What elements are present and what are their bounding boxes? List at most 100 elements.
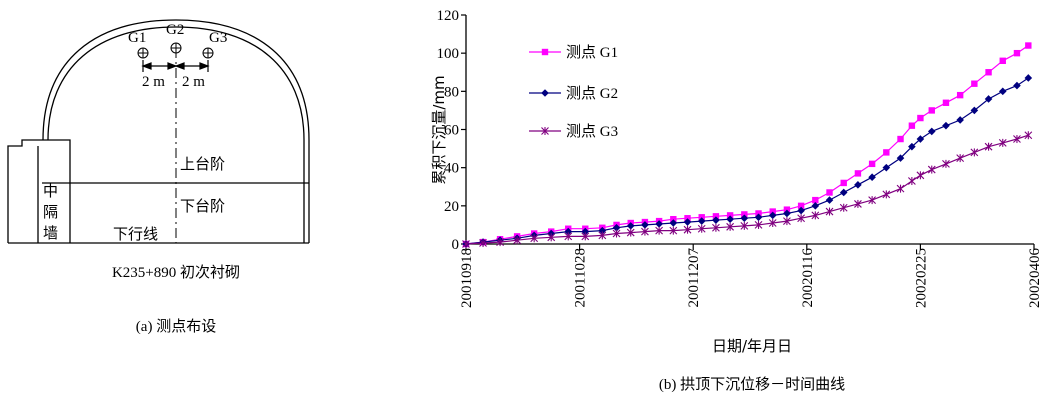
- caption-b: (b) 拱顶下沉位移－时间曲线: [659, 376, 845, 393]
- data-point: [598, 231, 607, 240]
- data-point: [908, 122, 916, 129]
- data-point: [907, 177, 916, 186]
- legend-entry-2: 测点 G2: [529, 85, 618, 102]
- data-point: [811, 211, 820, 220]
- legend-label: 测点 G2: [566, 85, 618, 102]
- data-point: [984, 95, 993, 103]
- data-point: [942, 159, 950, 168]
- data-point: [669, 219, 678, 227]
- data-point: [797, 202, 805, 210]
- settlement-time-chart: 0 20 40 60 80 100 120 20010918 20011028 20011207 2…: [430, 8, 1043, 393]
- data-point: [927, 165, 936, 174]
- data-point: [1013, 135, 1021, 144]
- data-point: [726, 215, 734, 223]
- data-point: [462, 240, 470, 248]
- data-point: [928, 107, 935, 114]
- series-line: [465, 45, 1029, 245]
- data-point: [917, 114, 924, 122]
- series-line: [465, 134, 1029, 245]
- data-point: [783, 217, 791, 226]
- data-point: [956, 91, 964, 99]
- data-point: [564, 232, 573, 241]
- dimension-arrows: [141, 60, 210, 72]
- legend-entry-1: 测点 G1: [529, 44, 618, 61]
- data-point: [479, 239, 487, 248]
- data-point: [985, 69, 992, 76]
- legend-label: 测点 G3: [566, 123, 618, 140]
- wall-label-char-2: 隔: [43, 203, 58, 221]
- data-point: [840, 179, 847, 187]
- data-point: [712, 216, 720, 224]
- data-point: [626, 222, 635, 230]
- data-point: [825, 207, 834, 216]
- series-2: [462, 74, 1033, 248]
- data-point: [868, 160, 876, 168]
- x-tick-label: 20011028: [573, 248, 589, 307]
- data-point: [942, 99, 950, 106]
- data-point: [956, 154, 965, 163]
- data-point: [956, 116, 964, 124]
- data-point: [712, 223, 720, 232]
- data-point: [655, 226, 664, 235]
- data-point: [547, 233, 556, 242]
- data-point: [971, 80, 978, 87]
- data-point: [783, 209, 791, 218]
- data-point: [669, 226, 678, 235]
- label-g2: G2: [166, 22, 184, 38]
- y-axis-label: 累积下沉量/mm: [430, 75, 448, 184]
- data-point: [697, 217, 706, 225]
- data-point: [726, 222, 735, 231]
- series-3: [462, 131, 1033, 248]
- dimension-left-label: 2 m: [142, 74, 165, 90]
- data-point: [896, 184, 905, 193]
- data-point: [768, 219, 777, 228]
- data-point: [1024, 74, 1033, 82]
- x-axis-label: 日期/年月日: [712, 337, 792, 355]
- data-point: [883, 149, 890, 156]
- data-point: [626, 228, 635, 237]
- data-point: [769, 208, 776, 215]
- legend-label: 测点 G1: [566, 44, 618, 61]
- series-line: [465, 77, 1029, 245]
- data-point: [754, 220, 763, 229]
- data-point: [916, 171, 925, 180]
- data-point: [754, 213, 763, 222]
- data-point: [970, 106, 979, 115]
- data-point: [740, 214, 749, 223]
- legend-entry-3: 测点 G3: [529, 123, 618, 140]
- y-tick-label: 20: [444, 199, 459, 215]
- data-point: [811, 202, 820, 210]
- data-point: [670, 215, 677, 223]
- middle-partition-wall: [7, 139, 71, 243]
- upper-bench-label: 上台阶: [180, 155, 225, 173]
- legend-marker: [541, 48, 549, 56]
- tunnel-section-diagram: G1 G2 G3 2 m 2 m 上台阶 下台阶 下行线 中 隔 墙 K235+…: [7, 19, 310, 335]
- data-point: [1024, 131, 1033, 140]
- x-tick-label: 20010918: [459, 248, 475, 308]
- data-point: [741, 211, 748, 218]
- data-point: [797, 214, 806, 223]
- data-point: [1013, 81, 1021, 90]
- data-point: [564, 227, 573, 236]
- data-point: [581, 232, 590, 241]
- data-point: [684, 215, 691, 222]
- data-point: [612, 223, 621, 232]
- data-point: [826, 189, 833, 196]
- data-point: [999, 57, 1006, 64]
- data-point: [896, 154, 905, 162]
- data-point: [612, 229, 621, 238]
- data-point: [839, 203, 848, 212]
- data-point: [755, 210, 762, 217]
- data-point: [854, 199, 862, 208]
- data-point: [998, 138, 1007, 147]
- data-point: [1013, 49, 1021, 57]
- section-label: K235+890 初次衬砌: [112, 264, 240, 281]
- data-point: [1025, 42, 1032, 49]
- data-point: [698, 214, 705, 221]
- y-tick-label: 100: [437, 46, 460, 62]
- tunnel-lining-inner: [47, 26, 305, 243]
- data-point: [868, 196, 877, 205]
- data-point: [927, 127, 936, 136]
- data-point: [530, 234, 539, 243]
